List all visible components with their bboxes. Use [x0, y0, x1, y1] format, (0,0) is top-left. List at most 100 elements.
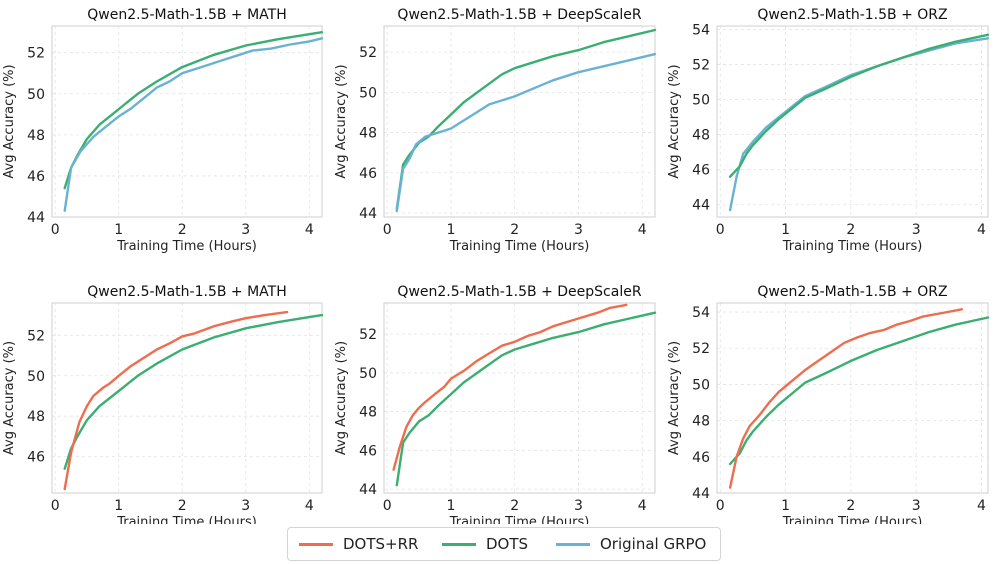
x-tick-label: 0: [51, 498, 60, 514]
x-tick-label: 1: [114, 498, 123, 514]
chart-title: Qwen2.5-Math-1.5B + DeepScaleR: [397, 7, 641, 23]
x-axis-label: Training Time (Hours): [449, 515, 590, 524]
y-tick-label: 50: [27, 87, 45, 103]
x-tick-label: 2: [178, 222, 187, 238]
x-tick-label: 3: [574, 222, 583, 238]
x-tick-label: 4: [638, 222, 647, 238]
y-tick-label: 50: [359, 366, 377, 382]
legend-label-dots: DOTS: [486, 535, 529, 553]
legend: DOTS+RR DOTS Original GRPO: [287, 527, 721, 561]
x-axis-label: Training Time (Hours): [782, 515, 923, 524]
y-tick-label: 54: [692, 305, 710, 321]
x-tick-label: 0: [716, 498, 725, 514]
chart-title: Qwen2.5-Math-1.5B + MATH: [87, 7, 287, 23]
y-axis-label: Avg Accuracy (%): [2, 64, 17, 178]
y-tick-label: 48: [27, 409, 45, 425]
x-tick-label: 4: [977, 222, 986, 238]
series-line-dots-rr: [63, 310, 289, 491]
plot-frame: [383, 302, 656, 494]
x-tick-label: 0: [383, 222, 392, 238]
x-axis-label: Training Time (Hours): [116, 239, 257, 254]
x-tick-label: 4: [977, 498, 986, 514]
series-line-dots-rr: [728, 308, 964, 489]
legend-label-dots-rr: DOTS+RR: [343, 535, 419, 553]
plot-frame: [51, 302, 323, 494]
x-tick-label: 0: [383, 498, 392, 514]
legend-item-dots: DOTS: [442, 528, 528, 560]
y-tick-label: 50: [27, 369, 45, 385]
y-axis-label: Avg Accuracy (%): [667, 64, 682, 178]
x-tick-label: 1: [781, 498, 790, 514]
x-tick-label: 2: [846, 222, 855, 238]
y-tick-label: 46: [692, 450, 710, 466]
y-tick-label: 48: [692, 128, 710, 144]
x-axis-label: Training Time (Hours): [116, 515, 257, 524]
y-tick-label: 46: [359, 166, 377, 182]
series-line-dots-rr: [392, 303, 628, 471]
plot-frame: [716, 25, 989, 218]
series-line-dots: [395, 311, 657, 487]
chart-title: Qwen2.5-Math-1.5B + DeepScaleR: [397, 284, 641, 300]
y-tick-label: 54: [692, 23, 710, 39]
x-tick-label: 3: [574, 498, 583, 514]
legend-line-grpo: [556, 542, 590, 546]
x-tick-label: 3: [241, 498, 250, 514]
y-tick-label: 52: [359, 45, 377, 61]
chart-title: Qwen2.5-Math-1.5B + ORZ: [757, 284, 947, 300]
y-tick-label: 48: [27, 128, 45, 144]
x-tick-label: 4: [305, 498, 314, 514]
y-tick-label: 50: [692, 377, 710, 393]
y-tick-label: 52: [27, 46, 45, 62]
x-tick-label: 1: [114, 222, 123, 238]
y-tick-label: 44: [27, 210, 45, 226]
y-tick-label: 44: [359, 206, 377, 222]
x-tick-label: 1: [446, 222, 455, 238]
legend-line-dots-rr: [299, 542, 333, 546]
y-tick-label: 46: [27, 169, 45, 185]
y-axis-label: Avg Accuracy (%): [334, 341, 349, 455]
series-line-dots: [63, 31, 324, 190]
series-line-original-grpo: [728, 37, 990, 212]
chart-title: Qwen2.5-Math-1.5B + ORZ: [757, 7, 947, 23]
y-axis-label: Avg Accuracy (%): [667, 341, 682, 455]
plot-frame: [716, 302, 989, 494]
y-tick-label: 52: [692, 341, 710, 357]
y-tick-label: 46: [27, 450, 45, 466]
x-tick-label: 3: [912, 498, 921, 514]
plot-frame: [383, 25, 656, 218]
x-tick-label: 2: [178, 498, 187, 514]
x-tick-label: 4: [638, 498, 647, 514]
y-tick-label: 48: [359, 405, 377, 421]
legend-line-dots: [442, 542, 476, 546]
chart-title: Qwen2.5-Math-1.5B + MATH: [87, 284, 287, 300]
y-axis-label: Avg Accuracy (%): [334, 64, 349, 178]
y-tick-label: 46: [692, 163, 710, 179]
y-axis-label: Avg Accuracy (%): [2, 341, 17, 455]
plot-frame: [51, 25, 323, 218]
y-tick-label: 48: [692, 414, 710, 430]
x-tick-label: 2: [510, 498, 519, 514]
x-axis-label: Training Time (Hours): [782, 239, 923, 254]
series-line-dots: [728, 316, 990, 466]
y-tick-label: 52: [359, 327, 377, 343]
series-line-dots: [63, 313, 324, 470]
x-tick-label: 2: [846, 498, 855, 514]
y-tick-label: 50: [359, 85, 377, 101]
x-tick-label: 0: [51, 222, 60, 238]
x-tick-label: 3: [241, 222, 250, 238]
y-tick-label: 44: [692, 198, 710, 214]
x-tick-label: 4: [305, 222, 314, 238]
y-tick-label: 50: [692, 93, 710, 109]
y-tick-label: 44: [359, 482, 377, 498]
x-tick-label: 0: [716, 222, 725, 238]
legend-item-grpo: Original GRPO: [556, 528, 706, 560]
legend-item-dots-rr: DOTS+RR: [299, 528, 418, 560]
x-axis-label: Training Time (Hours): [449, 239, 590, 254]
x-tick-label: 2: [510, 222, 519, 238]
